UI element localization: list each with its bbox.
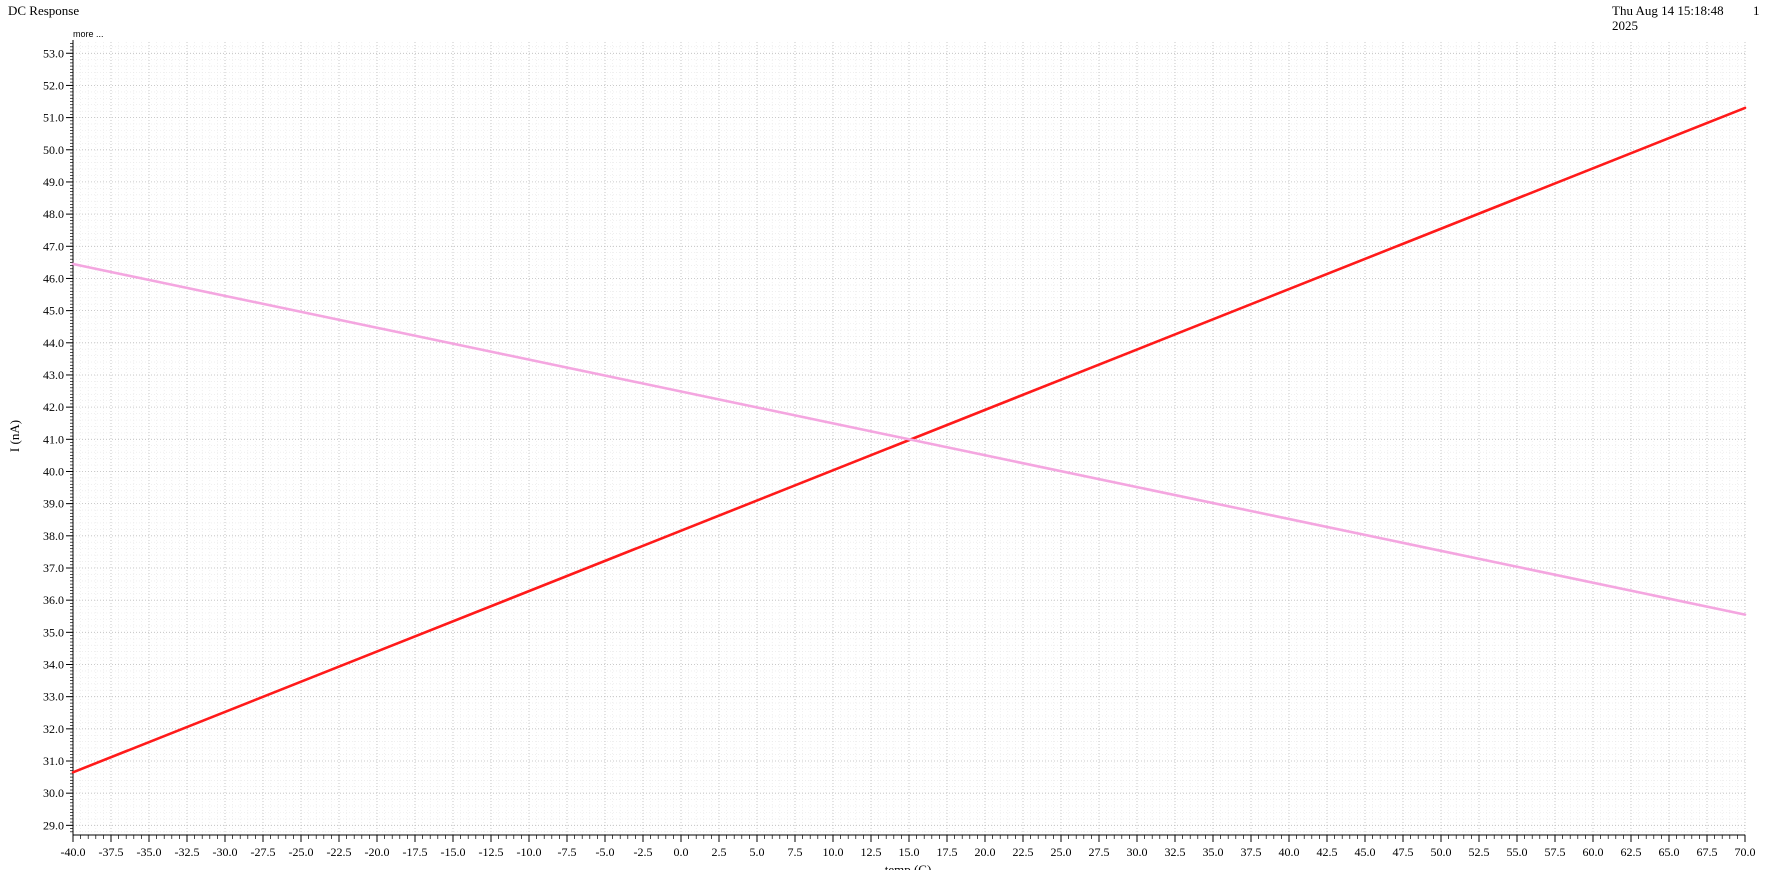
y-tick-label: 48.0	[43, 207, 64, 221]
x-tick-label: -7.5	[558, 845, 577, 859]
y-tick-label: 45.0	[43, 304, 64, 318]
timestamp: Thu Aug 14 15:18:48 2025	[1612, 3, 1724, 33]
x-tick-label: 12.5	[861, 845, 882, 859]
y-tick-label: 33.0	[43, 690, 64, 704]
y-tick-label: 39.0	[43, 497, 64, 511]
x-tick-label: 40.0	[1279, 845, 1300, 859]
x-tick-label: -35.0	[137, 845, 162, 859]
plot-grid	[72, 42, 1746, 835]
x-tick-label: -17.5	[403, 845, 428, 859]
x-tick-label: -32.5	[175, 845, 200, 859]
x-tick-label: -37.5	[99, 845, 124, 859]
x-tick-label: 67.5	[1697, 845, 1718, 859]
y-tick-label: 35.0	[43, 625, 64, 639]
more-link[interactable]: more ...	[73, 29, 104, 39]
x-tick-label: 52.5	[1469, 845, 1490, 859]
x-tick-label: -5.0	[596, 845, 615, 859]
x-tick-label: 32.5	[1165, 845, 1186, 859]
y-tick-label: 30.0	[43, 786, 64, 800]
x-tick-label: 22.5	[1013, 845, 1034, 859]
y-tick-label: 32.0	[43, 722, 64, 736]
y-tick-label: 37.0	[43, 561, 64, 575]
x-tick-label: 0.0	[674, 845, 689, 859]
y-tick-label: 49.0	[43, 175, 64, 189]
y-tick-label: 42.0	[43, 400, 64, 414]
x-tick-label: 35.0	[1203, 845, 1224, 859]
x-tick-label: 37.5	[1241, 845, 1262, 859]
x-tick-label: -25.0	[289, 845, 314, 859]
x-tick-label: 50.0	[1431, 845, 1452, 859]
x-tick-label: -40.0	[61, 845, 86, 859]
x-tick-label: 20.0	[975, 845, 996, 859]
y-tick-label: 51.0	[43, 111, 64, 125]
x-tick-label: -15.0	[441, 845, 466, 859]
series-line-2	[71, 262, 1747, 616]
page-number: 1	[1753, 3, 1760, 18]
chart-title: DC Response	[8, 3, 80, 18]
x-tick-label: -12.5	[479, 845, 504, 859]
y-tick-label: 43.0	[43, 368, 64, 382]
x-tick-label: 2.5	[712, 845, 727, 859]
x-tick-label: 55.0	[1507, 845, 1528, 859]
x-tick-label: 25.0	[1051, 845, 1072, 859]
x-tick-label: 70.0	[1735, 845, 1756, 859]
x-tick-label: 30.0	[1127, 845, 1148, 859]
y-tick-label: 40.0	[43, 464, 64, 478]
x-tick-label: 62.5	[1621, 845, 1642, 859]
x-tick-label: -20.0	[365, 845, 390, 859]
x-tick-label: -30.0	[213, 845, 238, 859]
x-tick-label: 10.0	[823, 845, 844, 859]
x-tick-label: 7.5	[788, 845, 803, 859]
y-tick-label: 53.0	[43, 46, 64, 60]
y-tick-label: 34.0	[43, 657, 64, 671]
x-tick-label: 15.0	[899, 845, 920, 859]
x-tick-label: 27.5	[1089, 845, 1110, 859]
y-tick-label: 36.0	[43, 593, 64, 607]
y-tick-label: 41.0	[43, 432, 64, 446]
x-tick-label: 17.5	[937, 845, 958, 859]
x-tick-label: 60.0	[1583, 845, 1604, 859]
x-axis-label: temp (C)	[885, 862, 932, 870]
x-tick-label: 5.0	[750, 845, 765, 859]
y-tick-label: 50.0	[43, 143, 64, 157]
x-tick-label: -22.5	[327, 845, 352, 859]
x-tick-label: -27.5	[251, 845, 276, 859]
y-tick-label: 31.0	[43, 754, 64, 768]
y-tick-label: 44.0	[43, 336, 64, 350]
y-tick-label: 38.0	[43, 529, 64, 543]
x-tick-label: 57.5	[1545, 845, 1566, 859]
x-tick-label: 65.0	[1659, 845, 1680, 859]
x-tick-label: -2.5	[634, 845, 653, 859]
y-tick-label: 46.0	[43, 271, 64, 285]
y-tick-label: 47.0	[43, 239, 64, 253]
x-tick-label: 45.0	[1355, 845, 1376, 859]
x-tick-label: 42.5	[1317, 845, 1338, 859]
y-axis-label: I (nA)	[7, 420, 22, 452]
y-tick-label: 29.0	[43, 818, 64, 832]
x-tick-label: -10.0	[517, 845, 542, 859]
y-tick-label: 52.0	[43, 78, 64, 92]
x-tick-label: 47.5	[1393, 845, 1414, 859]
plot-axes: 29.0 30.0 31.0 32.0 33.0 34.0 35.0 36.0 37.0 38.0…	[43, 40, 1756, 859]
plot-series	[71, 106, 1747, 774]
